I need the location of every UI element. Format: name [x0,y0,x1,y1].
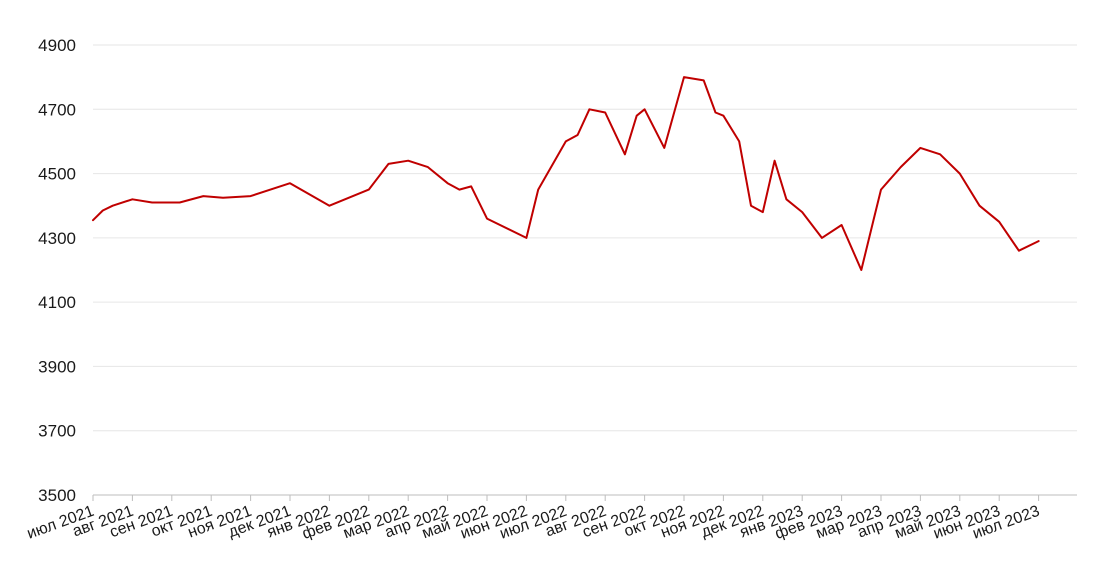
y-axis: 3500 3700 3900 4100 4300 4500 4700 4900 [38,36,76,505]
y-tick-label: 4100 [38,293,76,312]
y-tick-label: 4700 [38,100,76,119]
series-line [92,76,1040,271]
y-tick-label: 3700 [38,422,76,441]
y-tick-label: 4300 [38,229,76,248]
y-tick-label: 3900 [38,357,76,376]
series-area [92,76,1040,271]
grid-lines [93,44,1077,432]
y-tick-label: 4500 [38,165,76,184]
y-tick-label: 3500 [38,486,76,505]
y-tick-label: 4900 [38,36,76,55]
